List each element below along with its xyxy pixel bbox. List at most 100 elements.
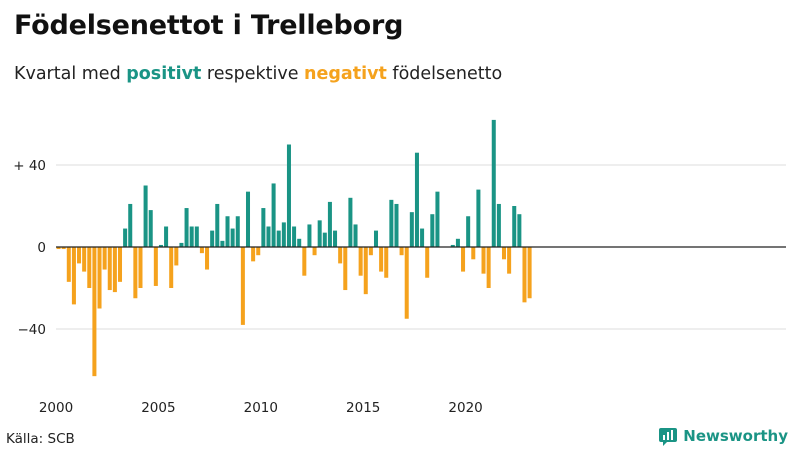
bar: [455, 238, 460, 247]
bar: [66, 247, 71, 282]
y-tick-label: + 40: [13, 158, 46, 174]
bar: [61, 247, 66, 250]
newsworthy-logo-icon: [659, 428, 678, 446]
bar: [476, 189, 481, 247]
bar: [97, 247, 102, 309]
bar: [112, 247, 117, 293]
x-tick-label: 2005: [141, 400, 175, 416]
bar: [399, 247, 404, 256]
x-tick-label: 2015: [346, 400, 380, 416]
bar: [235, 216, 240, 247]
bar: [292, 226, 297, 247]
bar: [82, 247, 87, 272]
bar: [184, 208, 189, 247]
bar: [271, 183, 276, 247]
bar: [425, 247, 430, 278]
bar: [77, 247, 82, 264]
bar: [251, 247, 256, 262]
bar: [276, 230, 281, 247]
bar: [87, 247, 92, 288]
bar: [307, 224, 312, 247]
bar: [215, 203, 220, 247]
subtitle-negative-word: negativt: [304, 64, 387, 84]
bar: [363, 247, 368, 295]
bar: [169, 247, 174, 288]
bar: [189, 226, 194, 247]
bar: [199, 247, 204, 254]
bar: [210, 230, 215, 247]
bar: [230, 228, 235, 247]
bar: [225, 216, 230, 247]
bar: [153, 247, 158, 286]
subtitle-positive-word: positivt: [126, 64, 202, 84]
bar: [379, 247, 384, 272]
y-tick-label: 0: [37, 240, 46, 256]
bar: [358, 247, 363, 276]
bar: [435, 191, 440, 247]
x-tick-label: 2010: [244, 400, 278, 416]
bar: [102, 247, 107, 270]
bar: [414, 152, 419, 247]
bar: [148, 210, 153, 247]
bar: [466, 216, 471, 247]
bar: [56, 247, 61, 250]
bar: [297, 238, 302, 247]
bar: [245, 191, 251, 247]
bar: [128, 203, 133, 247]
bar: [174, 247, 179, 266]
bar: [133, 247, 138, 299]
bar: [501, 247, 507, 260]
bar: [343, 247, 348, 291]
bar: [420, 228, 425, 247]
bar: [138, 247, 143, 288]
bar: [389, 199, 394, 247]
bar: [430, 214, 435, 247]
bar: [373, 230, 379, 247]
bar: [158, 244, 163, 247]
bar: [450, 244, 455, 247]
x-tick-label: 2000: [39, 400, 73, 416]
bar: [164, 226, 169, 247]
bar: [220, 240, 225, 247]
bar: [517, 214, 522, 247]
bar: [471, 247, 476, 260]
bar: [486, 247, 491, 288]
bar: [123, 228, 128, 247]
bar: [368, 247, 373, 256]
bar: [302, 247, 307, 276]
bar: [317, 220, 322, 247]
bar: [117, 247, 123, 282]
bar: [256, 247, 261, 256]
subtitle-prefix: Kvartal med: [14, 64, 127, 84]
bar: [322, 232, 327, 247]
brand-name: Newsworthy: [683, 427, 788, 445]
bar: [194, 226, 199, 247]
bar: [507, 247, 512, 274]
source-note: Källa: SCB: [6, 431, 75, 447]
y-tick-label: −40: [18, 322, 47, 338]
bar: [348, 197, 353, 247]
bar: [353, 224, 358, 247]
bar: [286, 144, 291, 247]
chart-title: Födelsenettot i Trelleborg: [14, 10, 404, 41]
bar: [261, 208, 266, 247]
subtitle-suffix: födelsenetto: [386, 64, 503, 84]
subtitle-middle: respektive: [201, 64, 305, 84]
bar: [240, 247, 245, 325]
bar: [179, 242, 184, 247]
bar: [384, 247, 389, 278]
bar: [92, 247, 97, 377]
bar: [481, 247, 486, 274]
bar: [404, 247, 409, 319]
bar: [327, 201, 332, 247]
bar: [107, 247, 112, 291]
bar: [512, 206, 517, 247]
bar: [522, 247, 527, 303]
bar: [333, 230, 338, 247]
bar: [312, 247, 317, 256]
bar: [394, 203, 399, 247]
bar: [461, 247, 466, 272]
bar: [527, 247, 532, 299]
bar: [496, 203, 501, 247]
